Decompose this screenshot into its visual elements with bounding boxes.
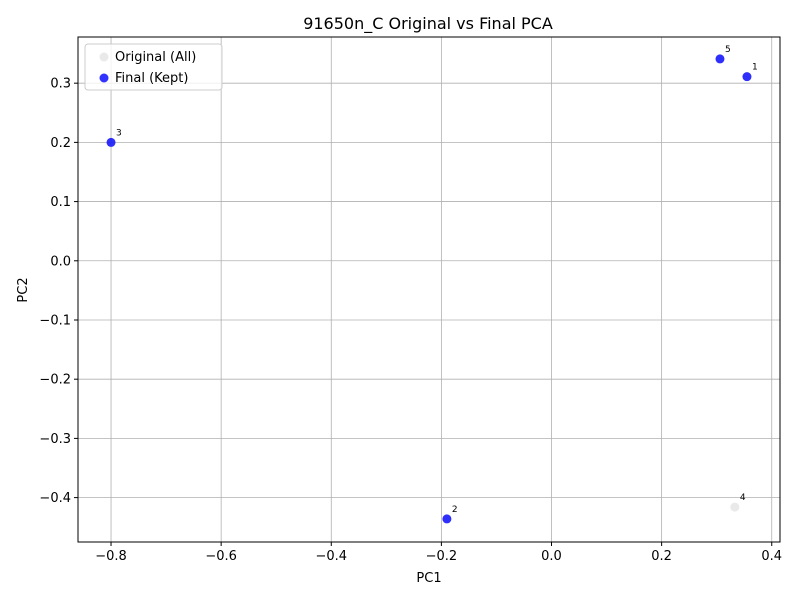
x-tick-label: −0.2 [426,549,458,564]
legend-label-final: Final (Kept) [115,71,188,86]
y-tick-label: 0.0 [50,254,71,269]
data-points [106,54,752,524]
grid [78,37,780,542]
y-tick-label: −0.4 [39,491,71,506]
x-tick-label: 0.4 [761,549,782,564]
legend-box [84,43,223,91]
chart-title: 91650n_C Original vs Final PCA [303,14,553,34]
x-tick-label: −0.6 [205,549,237,564]
plot-frame [77,36,781,543]
final-point [715,54,725,64]
final-point [442,514,452,524]
y-tick-label: −0.3 [39,432,71,447]
y-tick-label: 0.1 [50,195,71,210]
final-point [742,72,752,82]
point-label: 3 [116,128,122,138]
point-labels: 1 2 3 4 5 [116,45,758,515]
x-tick-label: −0.4 [315,549,347,564]
final-point [106,137,116,147]
y-axis-label: PC2 [16,277,31,302]
original-point [730,502,740,512]
point-label: 1 [752,63,758,73]
point-label: 2 [452,505,458,515]
x-tick-label: 0.0 [541,549,562,564]
y-axis-ticks: −0.4 −0.3 −0.2 −0.1 0.0 0.1 0.2 0.3 [39,77,78,506]
legend-marker-final [99,73,109,83]
x-axis-label: PC1 [416,571,441,586]
legend-marker-original [99,52,109,62]
legend-label-original: Original (All) [115,50,196,65]
y-tick-label: −0.1 [39,313,71,328]
legend: Original (All) Final (Kept) [84,43,223,91]
x-tick-label: −0.8 [95,549,127,564]
y-tick-label: 0.3 [50,77,71,92]
x-axis-ticks: −0.8 −0.6 −0.4 −0.2 0.0 0.2 0.4 [95,542,782,564]
x-tick-label: 0.2 [651,549,672,564]
y-tick-label: 0.2 [50,136,71,151]
point-label: 5 [725,45,731,55]
point-label: 4 [740,493,746,503]
y-tick-label: −0.2 [39,373,71,388]
